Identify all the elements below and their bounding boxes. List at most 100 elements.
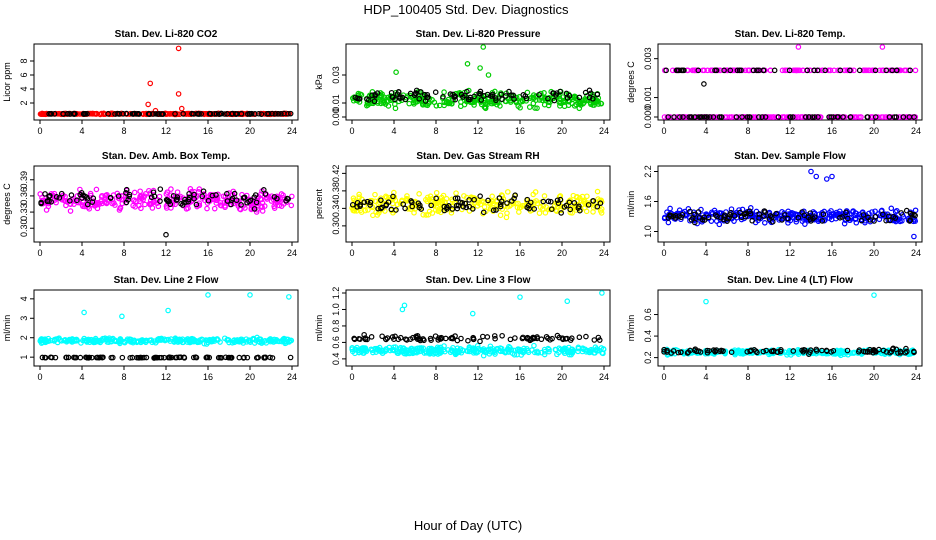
data-point	[48, 110, 55, 117]
data-point	[221, 111, 228, 117]
data-point	[667, 212, 673, 218]
x-tick-label: 12	[473, 126, 483, 136]
data-point	[870, 349, 876, 356]
data-point	[89, 110, 96, 117]
data-point	[587, 90, 594, 97]
y-axis-label: Licor ppm	[2, 62, 12, 102]
data-point	[176, 336, 183, 343]
data-point	[272, 111, 279, 117]
data-point	[598, 197, 604, 204]
data-point	[255, 110, 262, 117]
data-point	[511, 347, 517, 354]
data-point	[576, 195, 583, 201]
data-point	[806, 114, 812, 120]
data-point	[98, 194, 105, 200]
data-point	[465, 337, 471, 344]
data-point	[424, 91, 431, 98]
data-point	[108, 354, 115, 361]
data-point	[556, 95, 563, 102]
panel-6: Stan. Dev. Sample Flow 0 4 8 12 16 20 24 1.0 1.6 2…	[626, 151, 923, 258]
data-point	[117, 336, 124, 342]
data-point	[432, 207, 439, 213]
x-tick-label: 24	[599, 126, 609, 136]
data-point	[591, 337, 598, 343]
data-point	[371, 98, 378, 105]
data-point	[856, 67, 863, 74]
data-point	[512, 192, 518, 199]
data-point	[240, 355, 247, 361]
data-point	[201, 197, 208, 204]
y-tick-label: 0.000	[643, 106, 653, 129]
data-point	[418, 89, 424, 95]
data-point	[73, 354, 79, 361]
data-point	[200, 188, 207, 194]
data-point	[524, 196, 531, 203]
x-tick-label: 12	[161, 126, 171, 136]
data-point	[416, 345, 423, 351]
data-point	[71, 111, 78, 117]
data-point	[65, 354, 72, 361]
data-point	[497, 212, 504, 219]
data-point	[523, 95, 530, 102]
data-point	[822, 67, 828, 74]
data-point	[760, 348, 767, 355]
data-point	[101, 199, 108, 205]
data-point	[764, 114, 771, 120]
data-point	[546, 348, 552, 355]
data-point	[893, 67, 900, 74]
data-point	[707, 114, 713, 120]
data-point	[399, 306, 406, 313]
data-point	[539, 97, 545, 104]
data-point	[444, 204, 450, 210]
data-point	[861, 348, 867, 355]
x-tick-label: 24	[599, 372, 609, 382]
x-tick-label: 0	[661, 126, 666, 136]
data-point	[554, 197, 561, 204]
data-point	[406, 100, 413, 107]
data-point	[724, 67, 730, 74]
data-point	[123, 186, 130, 193]
data-point	[590, 198, 597, 204]
data-point	[755, 217, 761, 224]
data-point	[600, 350, 606, 357]
data-point	[763, 347, 769, 354]
data-point	[557, 196, 564, 203]
data-point	[911, 233, 917, 240]
data-point	[807, 216, 814, 222]
panel-title: Stan. Dev. Amb. Box Temp.	[102, 151, 230, 162]
data-point	[837, 114, 843, 120]
data-point	[281, 110, 287, 117]
data-point	[497, 203, 504, 210]
data-point	[58, 190, 65, 197]
data-point	[47, 192, 53, 199]
data-point	[357, 336, 363, 342]
data-point	[93, 186, 100, 193]
data-point	[545, 345, 551, 352]
data-point	[205, 197, 212, 204]
data-point	[205, 292, 211, 298]
data-point	[880, 211, 886, 218]
data-point	[518, 99, 524, 105]
data-point	[903, 207, 910, 214]
data-point	[742, 210, 749, 217]
data-point	[576, 105, 583, 112]
data-point	[691, 219, 698, 226]
data-point	[727, 67, 734, 74]
data-point	[785, 208, 792, 215]
data-point	[52, 354, 59, 361]
y-tick-label: 2	[19, 100, 29, 105]
data-point	[595, 196, 601, 202]
data-point	[580, 100, 587, 106]
data-point	[378, 205, 384, 212]
data-point	[704, 114, 710, 120]
data-point	[77, 191, 83, 198]
data-point	[761, 220, 768, 226]
data-point	[675, 349, 682, 356]
data-point	[243, 336, 250, 342]
data-point	[538, 336, 545, 343]
data-point	[437, 350, 444, 356]
data-point	[287, 354, 294, 361]
data-point	[536, 91, 542, 98]
data-point	[737, 209, 743, 216]
data-point	[568, 351, 575, 358]
